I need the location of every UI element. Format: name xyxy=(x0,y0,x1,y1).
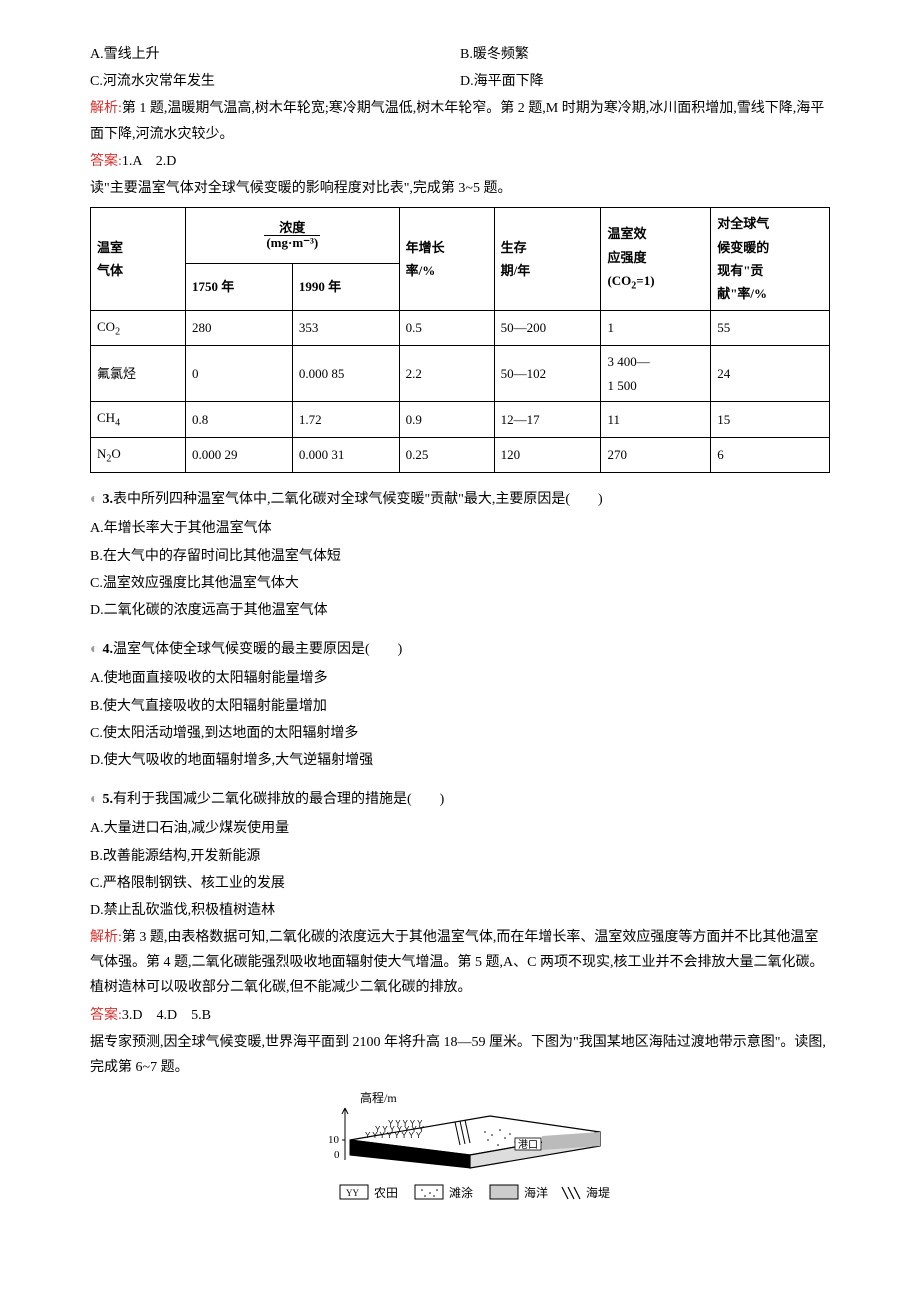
cell: 3 400—1 500 xyxy=(601,346,711,402)
q5-stem: 有利于我国减少二氧化碳排放的最合理的措施是( ) xyxy=(113,792,444,807)
answer-label: 答案: xyxy=(90,154,122,169)
th-1750: 1750 年 xyxy=(185,263,292,310)
th-growth: 年增长率/% xyxy=(399,208,494,311)
svg-text:Y Y Y Y Y: Y Y Y Y Y xyxy=(388,1119,423,1128)
options-row-ab: A.雪线上升 B.暖冬频繁 xyxy=(90,42,830,67)
analysis-12: 解析:第 1 题,温暖期气温高,树木年轮宽;寒冷期气温低,树木年轮窄。第 2 题… xyxy=(90,96,830,146)
q5-option-a: A.大量进口石油,减少煤炭使用量 xyxy=(90,816,830,841)
q4-option-d: D.使大气吸收的地面辐射增多,大气逆辐射增强 xyxy=(90,748,830,773)
analysis-text: 第 3 题,由表格数据可知,二氧化碳的浓度远大于其他温室气体,而在年增长率、温室… xyxy=(90,930,823,995)
legend-ocean: 海洋 xyxy=(524,1185,548,1200)
q3-option-c: C.温室效应强度比其他温室气体大 xyxy=(90,571,830,596)
th-gas: 温室气体 xyxy=(91,208,186,311)
answer-text: 3.D 4.D 5.B xyxy=(122,1008,211,1023)
cell-gas: 氟氯烃 xyxy=(91,346,186,402)
q4-option-a: A.使地面直接吸收的太阳辐射能量增多 xyxy=(90,666,830,691)
cell: 0.000 85 xyxy=(292,346,399,402)
coastal-svg: 高程/m 10 0 Y Y Y Y Y Y Y Y Y Y Y Y Y Y Y … xyxy=(310,1090,610,1210)
question-3: 3.表中所列四种温室气体中,二氧化碳对全球气候变暖"贡献"最大,主要原因是( ) xyxy=(90,487,830,512)
cell: 50—102 xyxy=(494,346,601,402)
option-c: C.河流水灾常年发生 xyxy=(90,69,460,94)
legend-tidal: 滩涂 xyxy=(449,1185,473,1200)
port-label: 港口 xyxy=(518,1139,538,1151)
cell: 0.000 29 xyxy=(185,437,292,473)
analysis-label: 解析: xyxy=(90,930,122,945)
cell: 55 xyxy=(711,310,830,346)
table-row: 氟氯烃 0 0.000 85 2.2 50—102 3 400—1 500 24 xyxy=(91,346,830,402)
intro-67: 据专家预测,因全球气候变暖,世界海平面到 2100 年将升高 18—59 厘米。… xyxy=(90,1030,830,1080)
question-4: 4.温室气体使全球气候变暖的最主要原因是( ) xyxy=(90,637,830,662)
cell-gas: N2O xyxy=(91,437,186,473)
answer-12: 答案:1.A 2.D xyxy=(90,149,830,174)
th-contrib: 对全球气候变暖的现有"贡献"率/% xyxy=(711,208,830,311)
q4-stem: 温室气体使全球气候变暖的最主要原因是( ) xyxy=(113,642,402,657)
cell: 0.9 xyxy=(399,402,494,438)
q5-option-b: B.改善能源结构,开发新能源 xyxy=(90,844,830,869)
analysis-label: 解析: xyxy=(90,101,122,116)
cell-gas: CO2 xyxy=(91,310,186,346)
table-row: N2O 0.000 29 0.000 31 0.25 120 270 6 xyxy=(91,437,830,473)
legend-farm: 农田 xyxy=(374,1186,398,1200)
th-conc: 浓度(mg·m⁻³) xyxy=(185,208,399,264)
intro-35: 读"主要温室气体对全球气候变暖的影响程度对比表",完成第 3~5 题。 xyxy=(90,176,830,201)
cell: 353 xyxy=(292,310,399,346)
th-intensity: 温室效应强度(CO2=1) xyxy=(601,208,711,311)
options-row-cd: C.河流水灾常年发生 D.海平面下降 xyxy=(90,69,830,94)
cell: 0.25 xyxy=(399,437,494,473)
ytick-10: 10 xyxy=(328,1134,340,1146)
answer-35: 答案:3.D 4.D 5.B xyxy=(90,1003,830,1028)
answer-label: 答案: xyxy=(90,1008,122,1023)
cell: 0.8 xyxy=(185,402,292,438)
cell: 15 xyxy=(711,402,830,438)
cell: 50—200 xyxy=(494,310,601,346)
ylabel: 高程/m xyxy=(360,1090,397,1105)
q5-option-c: C.严格限制钢铁、核工业的发展 xyxy=(90,871,830,896)
q3-option-b: B.在大气中的存留时间比其他温室气体短 xyxy=(90,544,830,569)
q3-option-a: A.年增长率大于其他温室气体 xyxy=(90,516,830,541)
th-1990: 1990 年 xyxy=(292,263,399,310)
cell-gas: CH4 xyxy=(91,402,186,438)
option-a: A.雪线上升 xyxy=(90,42,460,67)
q5-option-d: D.禁止乱砍滥伐,积极植树造林 xyxy=(90,898,830,923)
cell: 12—17 xyxy=(494,402,601,438)
cell: 11 xyxy=(601,402,711,438)
legend-dike: 海堤 xyxy=(586,1185,610,1200)
svg-text:YY: YY xyxy=(346,1188,359,1198)
cell: 0.5 xyxy=(399,310,494,346)
answer-text: 1.A 2.D xyxy=(122,154,176,169)
q3-option-d: D.二氧化碳的浓度远高于其他温室气体 xyxy=(90,598,830,623)
ytick-0: 0 xyxy=(334,1149,340,1161)
cell: 120 xyxy=(494,437,601,473)
cell: 2.2 xyxy=(399,346,494,402)
analysis-text: 第 1 题,温暖期气温高,树木年轮宽;寒冷期气温低,树木年轮窄。第 2 题,M … xyxy=(90,101,824,141)
th-life: 生存期/年 xyxy=(494,208,601,311)
option-d: D.海平面下降 xyxy=(460,69,830,94)
q4-option-c: C.使太阳活动增强,到达地面的太阳辐射增多 xyxy=(90,721,830,746)
cell: 280 xyxy=(185,310,292,346)
option-b: B.暖冬频繁 xyxy=(460,42,830,67)
table-header-row: 温室气体 浓度(mg·m⁻³) 年增长率/% 生存期/年 温室效应强度(CO2=… xyxy=(91,208,830,264)
cell: 0 xyxy=(185,346,292,402)
cell: 270 xyxy=(601,437,711,473)
question-5: 5.有利于我国减少二氧化碳排放的最合理的措施是( ) xyxy=(90,787,830,812)
cell: 1 xyxy=(601,310,711,346)
cell: 6 xyxy=(711,437,830,473)
cell: 0.000 31 xyxy=(292,437,399,473)
table-row: CH4 0.8 1.72 0.9 12—17 11 15 xyxy=(91,402,830,438)
greenhouse-table: 温室气体 浓度(mg·m⁻³) 年增长率/% 生存期/年 温室效应强度(CO2=… xyxy=(90,207,830,473)
coastal-figure: 高程/m 10 0 Y Y Y Y Y Y Y Y Y Y Y Y Y Y Y … xyxy=(90,1090,830,1219)
cell: 1.72 xyxy=(292,402,399,438)
analysis-35: 解析:第 3 题,由表格数据可知,二氧化碳的浓度远大于其他温室气体,而在年增长率… xyxy=(90,925,830,1001)
q4-option-b: B.使大气直接吸收的太阳辐射能量增加 xyxy=(90,694,830,719)
table-row: CO2 280 353 0.5 50—200 1 55 xyxy=(91,310,830,346)
cell: 24 xyxy=(711,346,830,402)
q3-stem: 表中所列四种温室气体中,二氧化碳对全球气候变暖"贡献"最大,主要原因是( ) xyxy=(113,492,603,507)
